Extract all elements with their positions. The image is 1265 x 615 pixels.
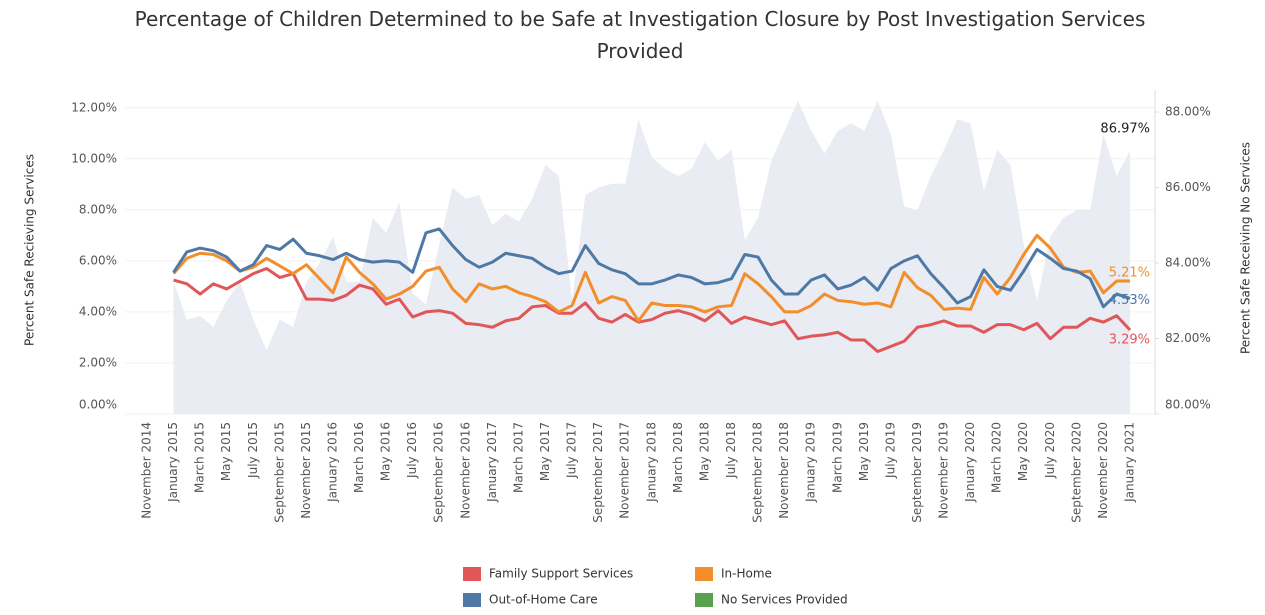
x-tick-label: January 2016 (325, 422, 339, 503)
x-tick-label: July 2016 (405, 422, 419, 479)
x-tick-label: January 2021 (1123, 422, 1137, 503)
x-tick-label: September 2019 (910, 422, 924, 523)
y-axis-label: Percent Safe Recieving Services (23, 154, 37, 346)
legend-label: No Services Provided (721, 593, 848, 607)
line (172, 233, 1130, 323)
y-tick-label: 6.00% (79, 253, 117, 267)
y2-axis-label: Percent Safe Receiving No Services (1239, 142, 1253, 354)
value-label: 3.29% (1109, 333, 1150, 348)
legend-label: Out-of-Home Care (489, 593, 598, 607)
y2-tick-label: 88.00% (1165, 104, 1211, 118)
line (173, 267, 1132, 353)
x-tick-label: September 2015 (272, 422, 286, 523)
x-tick-label: September 2020 (1069, 422, 1083, 523)
x-tick-label: May 2015 (219, 422, 233, 481)
y-tick-label: 4.00% (79, 304, 117, 318)
x-tick-label: July 2019 (883, 422, 897, 479)
value-label: 4.53% (1109, 293, 1150, 308)
x-tick-label: July 2020 (1043, 422, 1057, 479)
line (172, 227, 1131, 309)
x-tick-label: September 2016 (432, 422, 446, 523)
x-tick-label: January 2015 (166, 422, 180, 503)
x-tick-label: January 2019 (804, 422, 818, 503)
x-tick-label: November 2020 (1096, 422, 1110, 519)
x-tick-label: November 2016 (458, 422, 472, 519)
x-tick-label: March 2016 (352, 422, 366, 493)
x-tick-label: July 2017 (565, 422, 579, 479)
x-tick-label: May 2016 (379, 422, 393, 481)
x-tick-label: May 2017 (538, 422, 552, 481)
legend-swatch (463, 567, 481, 581)
x-tick-label: March 2020 (990, 422, 1004, 493)
x-tick-label: November 2015 (299, 422, 313, 519)
legend-label: In-Home (721, 567, 772, 581)
y-tick-label: 12.00% (71, 100, 117, 114)
x-tick-label: January 2018 (644, 422, 658, 503)
y-tick-label: 8.00% (79, 202, 117, 216)
chart-title: Percentage of Children Determined to be … (135, 7, 1146, 63)
y-tick-label: 10.00% (71, 151, 117, 165)
y-tick-label: 2.00% (79, 355, 117, 369)
x-tick-label: July 2018 (724, 422, 738, 479)
x-tick-label: May 2020 (1016, 422, 1030, 481)
y2-tick-label: 86.00% (1165, 180, 1211, 194)
x-tick-label: May 2019 (857, 422, 871, 481)
value-label: 86.97% (1100, 121, 1150, 136)
x-tick-label: September 2018 (751, 422, 765, 523)
x-tick-label: September 2017 (591, 422, 605, 523)
x-tick-label: March 2019 (830, 422, 844, 493)
area (173, 100, 1130, 414)
x-tick-label: November 2017 (618, 422, 632, 519)
x-tick-label: November 2018 (777, 422, 791, 519)
value-label: 5.21% (1109, 266, 1150, 281)
y2-tick-label: 84.00% (1165, 255, 1211, 269)
y2-tick-label: 82.00% (1165, 331, 1211, 345)
x-tick-label: January 2017 (485, 422, 499, 503)
x-tick-label: January 2020 (963, 422, 977, 503)
x-tick-label: November 2019 (937, 422, 951, 519)
x-tick-label: March 2018 (671, 422, 685, 493)
x-tick-label: March 2017 (511, 422, 525, 493)
legend-label: Family Support Services (489, 567, 633, 581)
y2-tick-label: 80.00% (1165, 398, 1211, 412)
y-tick-label: 0.00% (79, 398, 117, 412)
x-tick-label: July 2015 (246, 422, 260, 479)
legend-swatch (463, 593, 481, 607)
legend-swatch (695, 593, 713, 607)
x-tick-label: November 2014 (140, 422, 154, 519)
x-tick-label: March 2015 (193, 422, 207, 493)
legend-swatch (695, 567, 713, 581)
x-tick-label: May 2018 (697, 422, 711, 481)
